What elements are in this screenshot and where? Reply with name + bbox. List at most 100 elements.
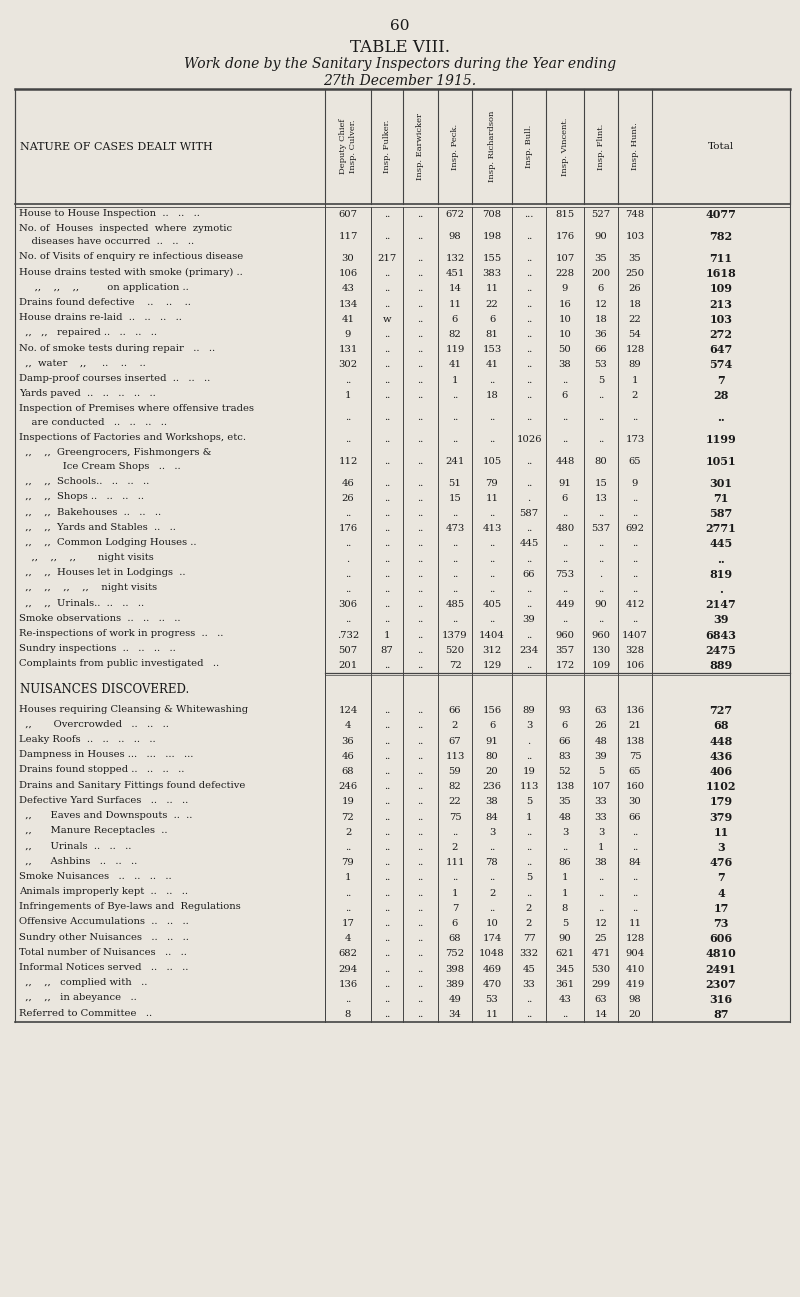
Text: 6: 6: [489, 315, 495, 324]
Text: ..: ..: [384, 767, 390, 776]
Text: 22: 22: [629, 315, 642, 324]
Text: ..: ..: [345, 995, 351, 1004]
Text: 48: 48: [558, 813, 571, 821]
Text: 2: 2: [452, 843, 458, 852]
Text: ..: ..: [598, 434, 604, 444]
Text: 36: 36: [594, 329, 607, 339]
Text: 103: 103: [626, 232, 645, 241]
Text: Offensive Accumulations  ..   ..   ..: Offensive Accumulations .. .. ..: [19, 917, 189, 926]
Text: 109: 109: [710, 284, 733, 294]
Text: 621: 621: [555, 949, 574, 958]
Text: ..: ..: [384, 270, 390, 278]
Text: Dampness in Houses ...   ...   ...   ...: Dampness in Houses ... ... ... ...: [19, 750, 194, 759]
Text: 1: 1: [562, 873, 568, 882]
Text: ..: ..: [418, 630, 424, 639]
Text: ..: ..: [418, 813, 424, 821]
Text: ..: ..: [598, 888, 604, 898]
Text: ..: ..: [598, 873, 604, 882]
Text: ..: ..: [452, 540, 458, 549]
Text: ..: ..: [418, 210, 424, 219]
Text: Leaky Roofs  ..   ..   ..   ..   ..: Leaky Roofs .. .. .. .. ..: [19, 735, 156, 744]
Text: House drains tested with smoke (primary) ..: House drains tested with smoke (primary)…: [19, 267, 242, 276]
Text: Yards paved  ..   ..   ..   ..   ..: Yards paved .. .. .. .. ..: [19, 389, 156, 398]
Text: 66: 66: [629, 813, 642, 821]
Text: 507: 507: [338, 646, 358, 655]
Text: ..: ..: [384, 390, 390, 399]
Text: ,,    ,,  Bakehouses  ..   ..   ..: ,, ,, Bakehouses .. .. ..: [19, 507, 161, 516]
Text: ..: ..: [452, 827, 458, 837]
Text: 527: 527: [591, 210, 610, 219]
Text: .: .: [346, 555, 350, 564]
Text: 1: 1: [632, 376, 638, 385]
Text: 606: 606: [710, 934, 733, 944]
Text: 50: 50: [558, 345, 571, 354]
Text: ..: ..: [598, 904, 604, 913]
Text: ..: ..: [418, 585, 424, 594]
Text: 12: 12: [594, 920, 607, 927]
Text: 13: 13: [594, 494, 607, 503]
Text: Sundry other Nuisances   ..   ..   ..: Sundry other Nuisances .. .. ..: [19, 933, 189, 942]
Text: 7: 7: [452, 904, 458, 913]
Text: ..: ..: [526, 315, 532, 324]
Text: 1407: 1407: [622, 630, 648, 639]
Text: 1: 1: [345, 873, 351, 882]
Text: 3: 3: [526, 721, 532, 730]
Text: 361: 361: [555, 979, 574, 988]
Text: 107: 107: [591, 782, 610, 791]
Text: 6: 6: [562, 721, 568, 730]
Text: 33: 33: [594, 813, 607, 821]
Text: 89: 89: [522, 706, 535, 715]
Text: 15: 15: [594, 479, 607, 488]
Text: 815: 815: [555, 210, 574, 219]
Text: ..: ..: [384, 859, 390, 868]
Text: 22: 22: [486, 300, 498, 309]
Text: ..: ..: [526, 457, 532, 466]
Text: 1: 1: [562, 888, 568, 898]
Text: 412: 412: [626, 601, 645, 610]
Text: 75: 75: [629, 752, 642, 761]
Text: ..: ..: [632, 888, 638, 898]
Text: ..: ..: [452, 873, 458, 882]
Text: ..: ..: [418, 706, 424, 715]
Text: 179: 179: [710, 796, 733, 808]
Text: 30: 30: [342, 254, 354, 263]
Text: 82: 82: [449, 782, 462, 791]
Text: 106: 106: [626, 661, 645, 671]
Text: ..: ..: [418, 888, 424, 898]
Text: ..: ..: [418, 721, 424, 730]
Text: 7: 7: [717, 873, 725, 883]
Text: 53: 53: [594, 361, 607, 370]
Text: 26: 26: [629, 284, 642, 293]
Text: ..: ..: [384, 1010, 390, 1019]
Text: ..: ..: [384, 798, 390, 807]
Text: diseases have occurred  ..   ..   ..: diseases have occurred .. .. ..: [19, 237, 194, 246]
Text: ..: ..: [384, 827, 390, 837]
Text: 5: 5: [526, 873, 532, 882]
Text: ..: ..: [384, 508, 390, 518]
Text: 66: 66: [449, 706, 462, 715]
Text: ..: ..: [598, 615, 604, 624]
Text: ..: ..: [384, 813, 390, 821]
Text: ..: ..: [452, 569, 458, 578]
Text: Total number of Nuisances   ..   ..: Total number of Nuisances .. ..: [19, 948, 187, 957]
Text: ..: ..: [526, 300, 532, 309]
Text: Insp. Peck.: Insp. Peck.: [451, 123, 459, 170]
Text: 38: 38: [594, 859, 607, 868]
Text: ..: ..: [489, 615, 495, 624]
Text: Deputy Chief
Insp. Culver.: Deputy Chief Insp. Culver.: [339, 119, 357, 174]
Text: 39: 39: [714, 615, 729, 625]
Text: 234: 234: [519, 646, 538, 655]
Text: ..: ..: [598, 540, 604, 549]
Text: ..: ..: [418, 1010, 424, 1019]
Text: Inspections of Factories and Workshops, etc.: Inspections of Factories and Workshops, …: [19, 433, 246, 442]
Text: 109: 109: [591, 661, 610, 671]
Text: 111: 111: [446, 859, 465, 868]
Text: 79: 79: [486, 479, 498, 488]
Text: 138: 138: [626, 737, 645, 746]
Text: ,,    ,,   complied with   ..: ,, ,, complied with ..: [19, 978, 147, 987]
Text: 156: 156: [482, 706, 502, 715]
Text: ..: ..: [526, 752, 532, 761]
Text: ..: ..: [526, 601, 532, 610]
Text: ,,      Manure Receptacles  ..: ,, Manure Receptacles ..: [19, 826, 167, 835]
Text: 4: 4: [345, 721, 351, 730]
